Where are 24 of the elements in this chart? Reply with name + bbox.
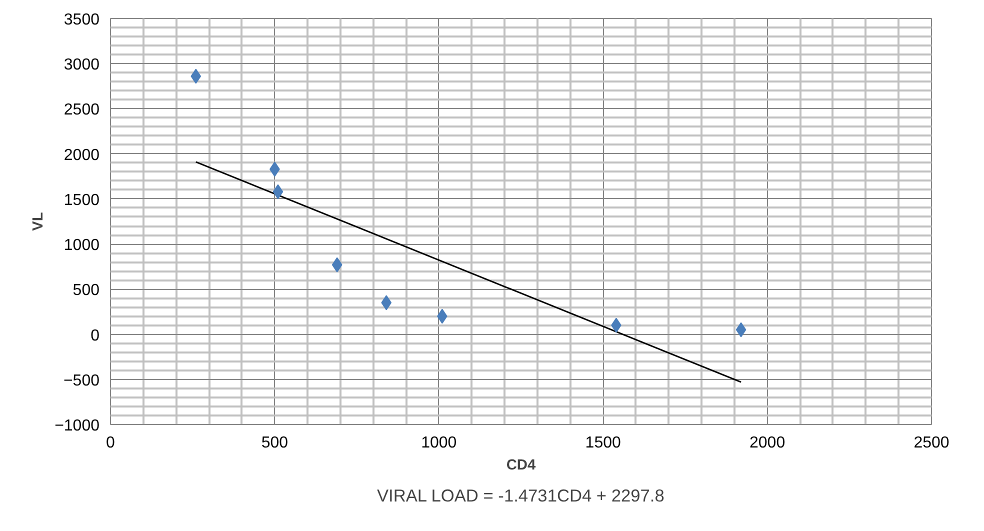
y-tick-label: 500	[72, 282, 100, 300]
y-axis-title: VL	[30, 212, 47, 231]
y-tick-label: 1500	[64, 192, 100, 209]
y-tick-label: 0	[90, 327, 100, 344]
point	[736, 322, 746, 338]
x-axis-title: CD4	[506, 458, 537, 474]
y-tick-label: 2000	[64, 146, 100, 164]
x-tick-label: 0	[106, 434, 116, 452]
x-tick-label: 1000	[421, 434, 457, 452]
point	[381, 295, 392, 310]
y-tick-label: 3500	[64, 12, 100, 28]
y-tick-label: 2500	[64, 102, 100, 119]
point	[332, 257, 342, 272]
point	[272, 184, 284, 200]
y-tick-label: 1000	[64, 237, 100, 254]
y-tick-label: 3000	[64, 56, 100, 74]
x-tick-label: 2500	[914, 434, 950, 452]
point	[190, 68, 202, 84]
y-tick-label: −1000	[54, 418, 100, 434]
x-tick-label: 2000	[750, 434, 786, 452]
y-tick-label: −500	[63, 372, 100, 390]
x-tick-label: 500	[261, 434, 288, 452]
text: VIRAL LOAD = -1.4731CD4 + 2297.8	[376, 486, 664, 506]
x-tick-label: 1500	[585, 434, 621, 452]
